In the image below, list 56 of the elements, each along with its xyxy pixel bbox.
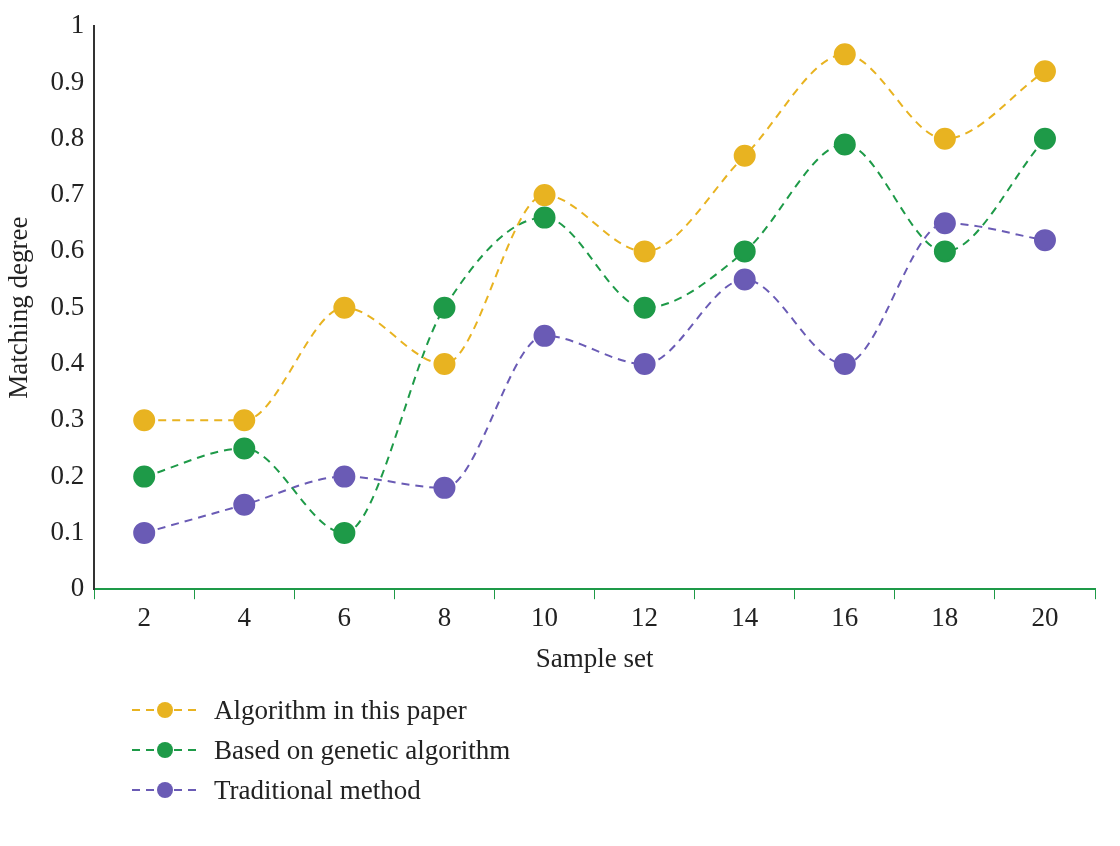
y-tick-label: 0: [70, 572, 85, 603]
y-tick-label: 0.9: [50, 65, 85, 96]
point: [333, 465, 356, 488]
x-tick-label: 4: [237, 602, 252, 633]
point: [733, 240, 756, 263]
point: [433, 476, 456, 499]
legend-label: Based on genetic algorithm: [214, 734, 511, 766]
point: [733, 268, 756, 291]
x-tick-label: 8: [437, 602, 452, 633]
y-tick-label: 0.4: [50, 347, 85, 378]
point: [933, 240, 956, 263]
point: [933, 212, 956, 235]
point: [1033, 127, 1056, 150]
point: [133, 465, 156, 488]
point: [233, 493, 256, 516]
y-tick-label: 0.5: [50, 290, 85, 321]
x-tick-label: 6: [337, 602, 352, 633]
x-tick-label: 2: [137, 602, 151, 633]
y-axis-title: Matching degree: [3, 216, 34, 399]
point: [733, 144, 756, 167]
point: [933, 127, 956, 150]
legend-label: Traditional method: [214, 774, 421, 806]
y-tick-label: 0.8: [50, 121, 85, 152]
x-tick-label: 12: [631, 602, 659, 633]
point: [633, 240, 656, 263]
y-tick-label: 1: [70, 9, 85, 40]
point: [133, 521, 156, 544]
x-tick-label: 20: [1031, 602, 1059, 633]
point: [633, 353, 656, 375]
point: [533, 184, 556, 207]
point: [833, 133, 856, 156]
point: [433, 296, 456, 319]
point: [1033, 60, 1056, 83]
point: [533, 324, 556, 347]
y-tick-label: 0.6: [50, 234, 85, 265]
point: [233, 409, 256, 432]
x-axis-title: Sample set: [535, 642, 654, 673]
y-tick-label: 0.2: [50, 459, 85, 490]
y-tick-label: 0.1: [50, 515, 85, 546]
point: [433, 353, 456, 375]
point: [1033, 229, 1056, 252]
x-tick-label: 16: [831, 602, 859, 633]
point: [133, 409, 156, 432]
point: [633, 296, 656, 319]
point: [333, 296, 356, 319]
y-tick-label: 0.3: [50, 403, 85, 434]
point: [533, 206, 556, 229]
point: [833, 43, 856, 66]
y-tick-label: 0.7: [50, 178, 85, 209]
legend-label: Algorithm in this paper: [214, 694, 467, 726]
x-tick-label: 14: [731, 602, 759, 633]
x-tick-label: 18: [931, 602, 959, 633]
x-tick-label: 10: [531, 602, 559, 633]
point: [233, 437, 256, 460]
point: [833, 353, 856, 375]
point: [333, 521, 356, 544]
